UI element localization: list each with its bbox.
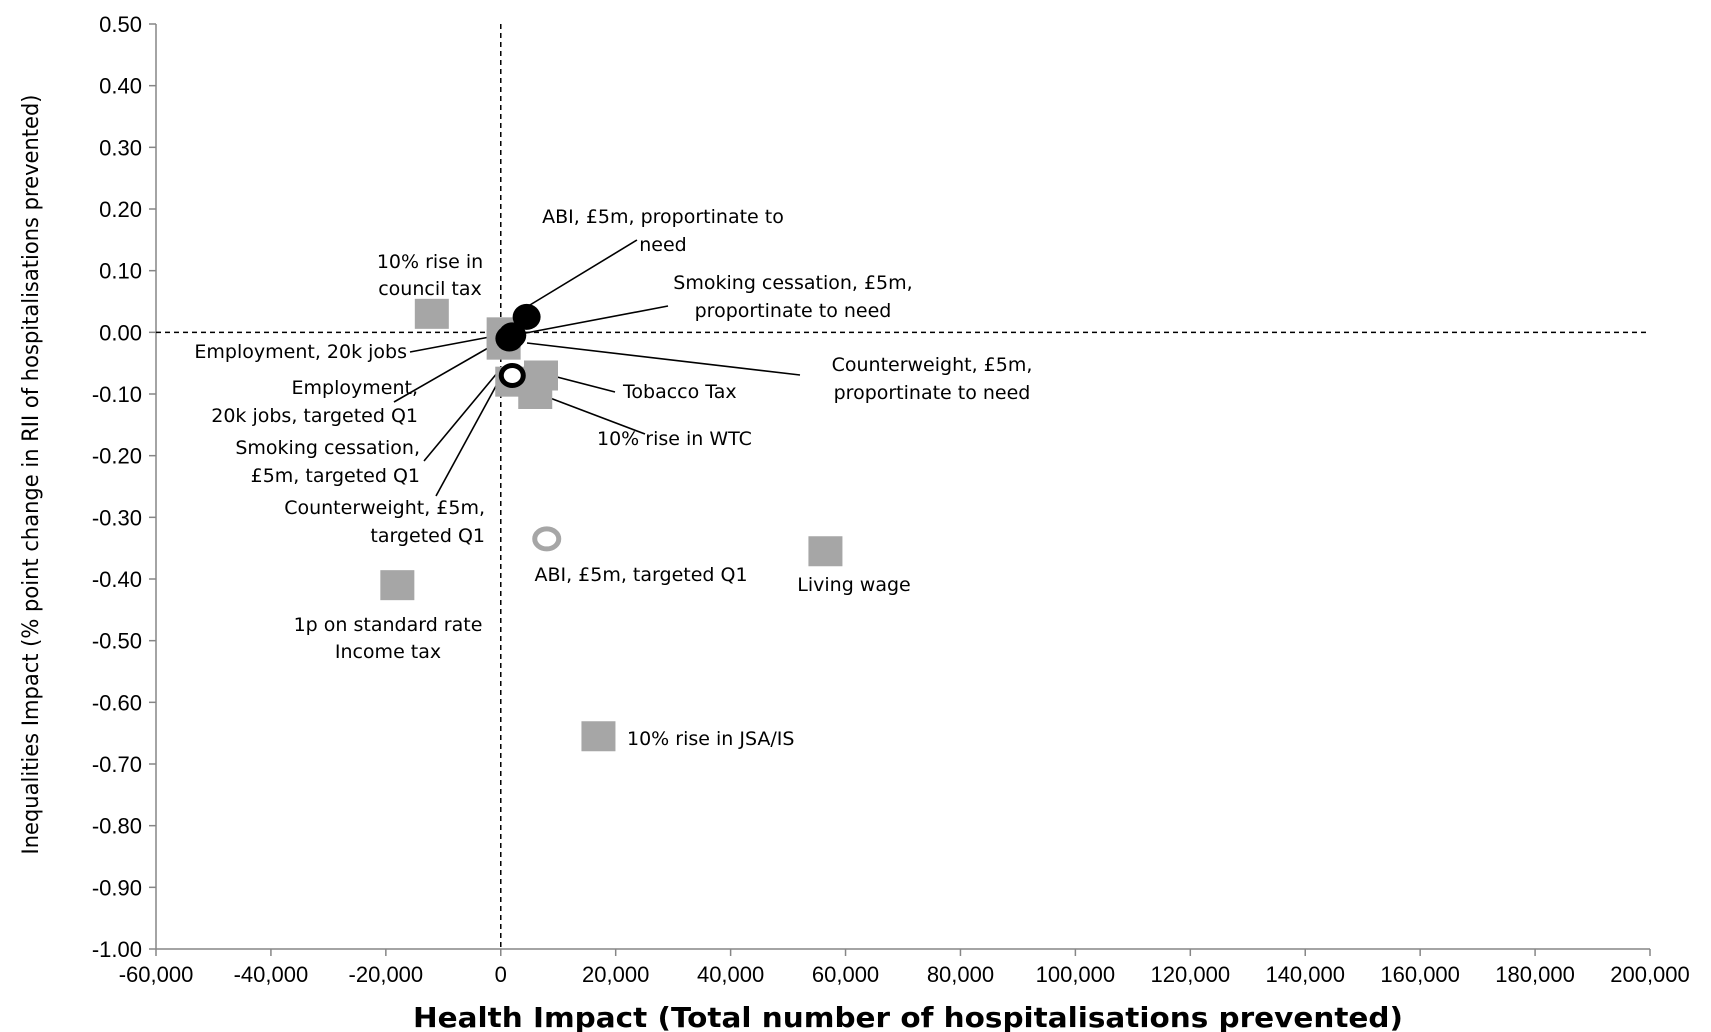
y-tick-label: -0.70 [92,752,142,777]
point-living-wage [808,536,843,567]
point-counterweight-need [495,325,524,352]
y-tick-label: -0.90 [92,875,142,900]
label-jsa: 10% rise in JSA/IS [627,728,794,750]
y-tick-label: -0.10 [92,382,142,407]
label-council-tax: council tax [378,278,482,300]
x-tick-label: 160,000 [1380,962,1460,987]
label-counterweight-need: Counterweight, £5m, [832,354,1033,376]
leader-wtc [549,397,646,435]
y-tick-label: 0.50 [99,12,142,37]
label-employment-q1: 20k jobs, targeted Q1 [211,405,418,427]
label-counterweight-q1: targeted Q1 [370,525,485,547]
x-tick-label: -40,000 [234,962,309,987]
leader-counterweight-need [526,342,801,376]
label-smoking-q1: £5m, targeted Q1 [251,465,420,487]
tick-labels: 0.50 0.40 0.30 0.20 0.10 0.00 -0.10 -0.20 -0.30 -… [92,12,1690,987]
x-tick-label: 0 [495,962,507,987]
point-council-tax [414,298,449,329]
point-labels: 10% rise in council tax ABI, £5m, proporti… [194,206,1032,750]
point-jsa [581,721,616,752]
x-tick-label: 140,000 [1265,962,1345,987]
x-tick-label: 100,000 [1036,962,1116,987]
axes [149,23,1651,956]
point-income-tax [380,570,415,601]
label-income-tax: Income tax [335,641,441,663]
leader-employment-q1 [393,343,496,403]
y-tick-label: -0.30 [92,505,142,530]
y-tick-label: -1.00 [92,937,142,962]
point-counterweight-q1 [498,363,526,388]
label-living-wage: Living wage [797,574,910,596]
x-tick-label: 20,000 [582,962,649,987]
leader-abi-need [524,239,638,309]
label-abi-need: need [639,234,686,256]
x-axis-title: Health Impact (Total number of hospitali… [413,1001,1403,1032]
y-tick-label: -0.60 [92,690,142,715]
y-tick-label: -0.20 [92,444,142,469]
y-axis-title: Inequalities Impact (% point change in R… [19,95,44,855]
y-tick-label: -0.80 [92,814,142,839]
x-tick-label: 40,000 [697,962,764,987]
leader-smoking-need [509,305,669,337]
point-abi-q1 [532,526,562,552]
x-tick-label: 180,000 [1495,962,1575,987]
label-smoking-need: proportinate to need [695,300,892,322]
label-income-tax: 1p on standard rate [294,614,483,636]
label-abi-q1: ABI, £5m, targeted Q1 [534,564,747,586]
label-smoking-need: Smoking cessation, £5m, [673,272,912,294]
label-employment: Employment, 20k jobs [194,341,407,363]
label-abi-need: ABI, £5m, proportinate to [542,206,784,228]
leader-employment [409,335,496,353]
x-tick-label: 80,000 [927,962,994,987]
leader-smoking-q1 [423,371,499,462]
y-tick-label: -0.50 [92,629,142,654]
label-tobacco-tax: Tobacco Tax [622,381,737,403]
reference-lines [156,24,1650,949]
label-leader-lines [393,239,801,497]
y-tick-label: 0.10 [99,259,142,284]
point-abi-need [512,303,541,330]
x-tick-label: -20,000 [349,962,424,987]
label-wtc: 10% rise in WTC [597,428,752,450]
label-employment-q1: Employment, [292,377,418,399]
y-tick-label: 0.00 [99,320,142,345]
label-counterweight-need: proportinate to need [834,382,1031,404]
y-tick-label: 0.30 [99,135,142,160]
x-tick-label: -60,000 [119,962,194,987]
data-points [380,298,843,752]
y-tick-label: 0.40 [99,74,142,99]
label-counterweight-q1: Counterweight, £5m, [284,497,485,519]
y-tick-label: 0.20 [99,197,142,222]
leader-tobacco-tax [556,376,616,393]
y-tick-label: -0.40 [92,567,142,592]
leader-counterweight-q1 [435,374,503,497]
label-smoking-q1: Smoking cessation, [235,437,420,459]
label-council-tax: 10% rise in [377,251,483,273]
x-tick-label: 120,000 [1151,962,1231,987]
x-tick-label: 60,000 [812,962,879,987]
x-tick-label: 200,000 [1610,962,1690,987]
